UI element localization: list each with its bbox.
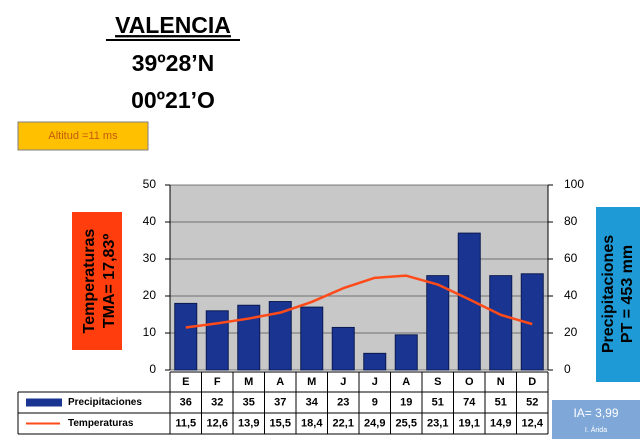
bar <box>268 301 292 371</box>
bar <box>489 275 513 371</box>
y-tick-label: 50 <box>143 177 157 191</box>
table-value: 32 <box>211 396 223 408</box>
table-value: 51 <box>495 396 507 408</box>
y-tick-label: 40 <box>143 214 157 228</box>
y2-tick-label: 0 <box>564 362 571 376</box>
bar <box>331 326 355 371</box>
y2-tick-label: 40 <box>564 288 578 302</box>
table-value: 11,5 <box>175 417 196 429</box>
table-value: 22,1 <box>333 417 354 429</box>
table-value: 24,9 <box>364 417 385 429</box>
y2-tick-label: 20 <box>564 325 578 339</box>
bar <box>205 310 229 371</box>
x-tick-label: D <box>528 376 536 388</box>
longitude: 00º21’O <box>131 87 215 113</box>
altitude-box <box>17 121 149 151</box>
table-value: 15,5 <box>270 417 291 429</box>
table-value: 23,1 <box>427 417 448 429</box>
x-tick-label: A <box>276 376 284 388</box>
table-value: 35 <box>243 396 255 408</box>
x-tick-label: M <box>244 376 253 388</box>
table-value: 18,4 <box>301 417 323 429</box>
y-tick-label: 20 <box>143 288 157 302</box>
latitude: 39º28’N <box>132 50 215 76</box>
left-label-box <box>72 212 122 350</box>
table-value: 12,6 <box>207 417 228 429</box>
x-tick-label: J <box>372 376 378 388</box>
x-tick-label: N <box>497 376 505 388</box>
title: VALENCIA <box>115 12 231 38</box>
legend-label: Precipitaciones <box>68 397 142 408</box>
temperature-line <box>185 274 533 329</box>
table-value: 19 <box>400 396 412 408</box>
bar <box>363 352 387 371</box>
table-value: 36 <box>180 396 192 408</box>
x-tick-label: S <box>434 376 441 388</box>
legend-swatch <box>26 398 62 407</box>
table-value: 14,9 <box>490 417 511 429</box>
table-value: 25,5 <box>396 417 417 429</box>
legend-label: Temperaturas <box>68 418 134 429</box>
aridity-box <box>552 400 640 439</box>
bar <box>394 334 418 371</box>
aridity-label: I. Árida <box>585 425 607 434</box>
plot-area <box>170 185 548 370</box>
bar <box>300 306 324 371</box>
table-value: 34 <box>306 396 319 408</box>
table-value: 74 <box>463 396 476 408</box>
altitude: Altitud =11 ms <box>48 130 118 142</box>
y-tick-label: 30 <box>143 251 157 265</box>
x-tick-label: A <box>402 376 410 388</box>
x-tick-label: F <box>214 376 221 388</box>
x-tick-label: O <box>465 376 474 388</box>
y2-tick-label: 100 <box>564 177 584 191</box>
right-label-box <box>596 207 640 382</box>
bar <box>174 302 198 371</box>
bar <box>457 232 481 371</box>
table-value: 23 <box>337 396 349 408</box>
table-value: 52 <box>526 396 538 408</box>
table-value: 13,9 <box>238 417 259 429</box>
x-tick-label: E <box>182 376 189 388</box>
x-tick-label: M <box>307 376 316 388</box>
table-value: 19,1 <box>459 417 480 429</box>
table-value: 9 <box>372 396 378 408</box>
x-tick-label: J <box>340 376 346 388</box>
y2-tick-label: 80 <box>564 214 578 228</box>
left-label: TMA= 17,83º <box>101 234 118 328</box>
bar <box>426 275 450 371</box>
right-label: Precipitaciones <box>600 235 617 353</box>
y-tick-label: 10 <box>143 325 157 339</box>
bar <box>237 304 261 371</box>
aridity-value: IA= 3,99 <box>573 406 618 420</box>
right-label: PT = 453 mm <box>619 245 636 343</box>
y-tick-label: 0 <box>149 362 156 376</box>
table-value: 51 <box>432 396 444 408</box>
left-label: Temperaturas <box>81 229 98 334</box>
table-value: 37 <box>274 396 286 408</box>
y2-tick-label: 60 <box>564 251 578 265</box>
table-value: 12,4 <box>522 417 544 429</box>
